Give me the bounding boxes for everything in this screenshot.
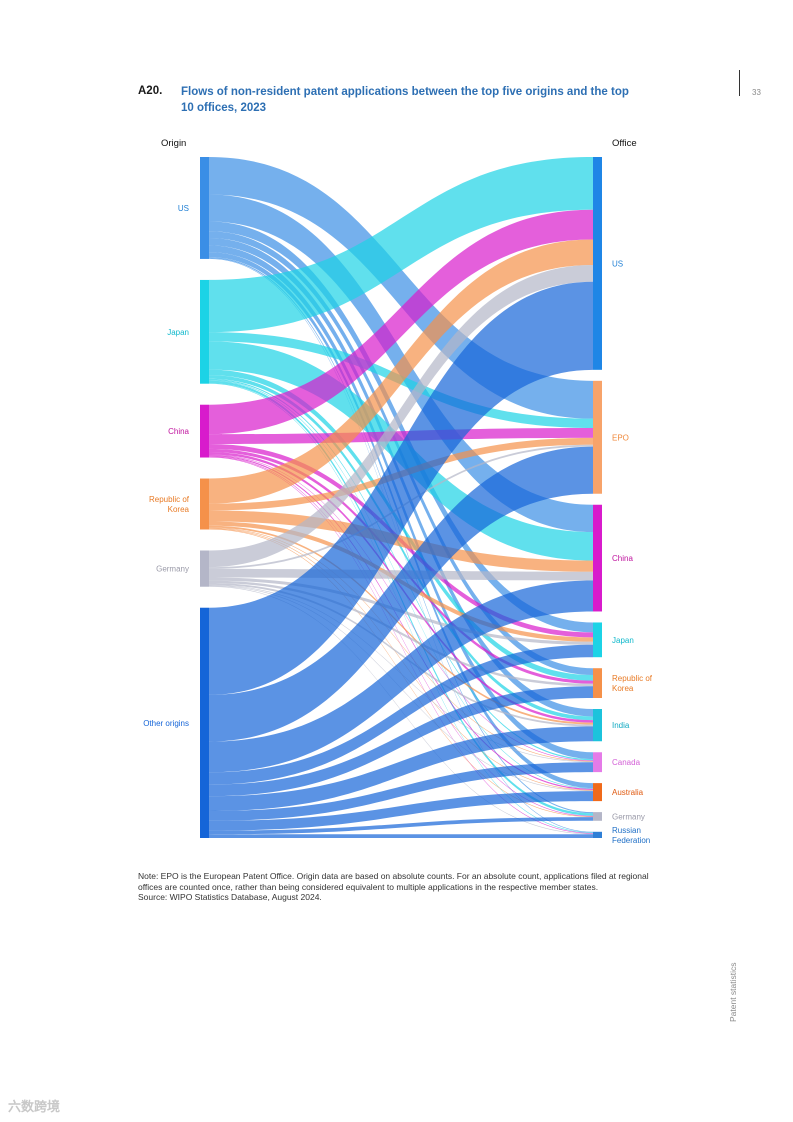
flow-other-origins-to-germany (209, 817, 593, 835)
flow-germany-to-india (209, 583, 593, 727)
office-node-china (593, 504, 602, 612)
origin-node-germany (200, 550, 209, 587)
flow-other-origins-to-russian-federation (209, 834, 593, 838)
figure-title: Flows of non-resident patent application… (181, 86, 629, 114)
flow-us-to-japan (209, 221, 593, 633)
flow-us-to-epo (209, 157, 593, 419)
flow-other-origins-to-epo (209, 446, 593, 742)
office-node-germany (593, 812, 602, 821)
sankey-nodes (200, 157, 602, 838)
sankey-chart: US Japan China Republic of Korea Germany Other… (143, 157, 653, 845)
origin-node-other-origins (200, 607, 209, 838)
flow-china-to-australia (209, 455, 593, 790)
flow-china-to-russian-federation (209, 456, 593, 834)
page-rule (739, 70, 740, 96)
origin-label-other-origins: Other origins (143, 719, 189, 728)
origin-label-republic-of-korea: Republic of Korea (149, 495, 190, 514)
figure-label: A20. (138, 85, 163, 97)
office-node-canada (593, 752, 602, 773)
office-node-india (593, 708, 602, 742)
flow-japan-to-canada (209, 378, 593, 761)
flow-republic-of-korea-to-canada (209, 527, 593, 762)
office-label-us: US (612, 259, 623, 268)
flow-china-to-germany (209, 456, 593, 817)
flow-japan-to-us (209, 157, 593, 333)
flow-germany-to-republic-of-korea (209, 580, 593, 687)
office-label-germany: Germany (612, 812, 645, 821)
office-node-us (593, 157, 602, 370)
side-section-label: Patent statistics (728, 962, 738, 1022)
office-heading: Office (612, 138, 637, 149)
sankey-links (209, 157, 593, 838)
office-label-republic-of-korea: Republic of Korea (612, 674, 653, 693)
origin-label-china: China (168, 427, 189, 436)
office-label-russian-federation: Russian Federation (612, 826, 650, 845)
office-node-republic-of-korea (593, 668, 602, 698)
flow-us-to-germany (209, 257, 593, 814)
office-label-china: China (612, 554, 633, 563)
page-number: 33 (752, 88, 761, 97)
office-label-india: India (612, 721, 630, 730)
figure-notes: Note: EPO is the European Patent Office.… (138, 871, 658, 903)
note-text: Note: EPO is the European Patent Office.… (138, 871, 649, 892)
source-text: Source: WIPO Statistics Database, August… (138, 892, 322, 902)
office-node-russian-federation (593, 831, 602, 838)
sankey-labels: US Japan China Republic of Korea Germany Other… (143, 204, 653, 845)
office-node-australia (593, 783, 602, 802)
flow-other-origins-to-india (209, 726, 593, 811)
office-label-japan: Japan (612, 636, 634, 645)
origin-label-germany: Germany (156, 565, 189, 574)
origin-node-china (200, 404, 209, 458)
origin-label-us: US (178, 204, 189, 213)
origin-node-us (200, 157, 209, 259)
flow-china-to-republic-of-korea (209, 448, 593, 684)
origin-heading: Origin (161, 138, 187, 149)
flow-other-origins-to-canada (209, 762, 593, 821)
watermark-logo: 六数跨境 (8, 1099, 61, 1114)
flow-other-origins-to-china (209, 580, 593, 773)
flow-republic-of-korea-to-india (209, 525, 593, 725)
flow-other-origins-to-republic-of-korea (209, 686, 593, 797)
office-label-epo: EPO (612, 433, 629, 442)
flow-republic-of-korea-to-australia (209, 528, 593, 791)
office-node-japan (593, 622, 602, 658)
origin-node-japan (200, 279, 209, 384)
flow-other-origins-to-us (209, 281, 593, 695)
office-label-canada: Canada (612, 758, 641, 767)
origin-label-japan: Japan (167, 328, 189, 337)
flow-china-to-us (209, 209, 593, 435)
origin-node-republic-of-korea (200, 478, 209, 530)
flow-china-to-epo (209, 427, 593, 445)
office-label-australia: Australia (612, 788, 644, 797)
flow-germany-to-us (209, 264, 593, 568)
office-node-epo (593, 380, 602, 494)
flow-other-origins-to-australia (209, 791, 593, 831)
flow-japan-to-india (209, 375, 593, 721)
flow-other-origins-to-japan (209, 644, 593, 785)
flow-republic-of-korea-to-us (209, 239, 593, 504)
